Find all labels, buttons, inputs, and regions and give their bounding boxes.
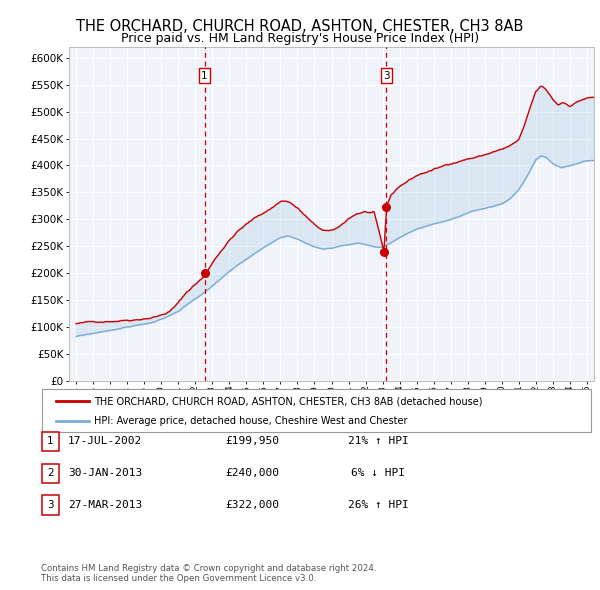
Text: Price paid vs. HM Land Registry's House Price Index (HPI): Price paid vs. HM Land Registry's House …: [121, 32, 479, 45]
Text: £199,950: £199,950: [225, 437, 279, 446]
Text: 17-JUL-2002: 17-JUL-2002: [68, 437, 142, 446]
Text: 1: 1: [47, 437, 54, 446]
Text: 3: 3: [47, 500, 54, 510]
Text: 30-JAN-2013: 30-JAN-2013: [68, 468, 142, 478]
Text: £240,000: £240,000: [225, 468, 279, 478]
Text: 3: 3: [383, 71, 390, 80]
Text: 27-MAR-2013: 27-MAR-2013: [68, 500, 142, 510]
Text: THE ORCHARD, CHURCH ROAD, ASHTON, CHESTER, CH3 8AB (detached house): THE ORCHARD, CHURCH ROAD, ASHTON, CHESTE…: [94, 396, 482, 407]
Text: 26% ↑ HPI: 26% ↑ HPI: [347, 500, 409, 510]
Text: Contains HM Land Registry data © Crown copyright and database right 2024.
This d: Contains HM Land Registry data © Crown c…: [41, 563, 376, 583]
Text: 21% ↑ HPI: 21% ↑ HPI: [347, 437, 409, 446]
Text: 1: 1: [201, 71, 208, 80]
Text: 2: 2: [47, 468, 54, 478]
Text: THE ORCHARD, CHURCH ROAD, ASHTON, CHESTER, CH3 8AB: THE ORCHARD, CHURCH ROAD, ASHTON, CHESTE…: [76, 19, 524, 34]
Text: HPI: Average price, detached house, Cheshire West and Chester: HPI: Average price, detached house, Ches…: [94, 417, 407, 426]
Text: £322,000: £322,000: [225, 500, 279, 510]
Text: 6% ↓ HPI: 6% ↓ HPI: [351, 468, 405, 478]
